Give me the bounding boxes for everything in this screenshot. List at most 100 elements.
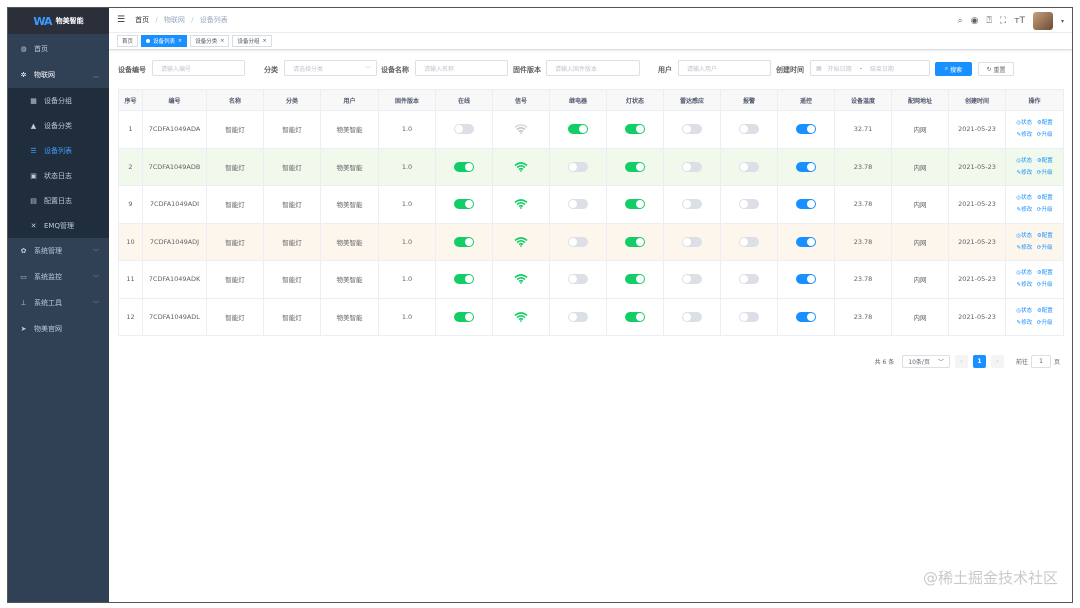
light-switch[interactable]	[625, 236, 645, 247]
breadcrumb-home[interactable]: 首页	[135, 16, 150, 24]
logo[interactable]: WA 物美智能	[8, 8, 109, 34]
font-size-icon[interactable]: ᴛT	[1014, 16, 1025, 26]
alarm-switch[interactable]	[739, 161, 759, 172]
relay-switch[interactable]	[568, 236, 588, 247]
sidebar-item-website[interactable]: ➤ 物美官网	[8, 316, 109, 342]
relay-switch[interactable]	[568, 161, 588, 172]
config-link[interactable]: ⚙配置	[1037, 195, 1053, 201]
github-icon[interactable]: ◉	[970, 16, 979, 26]
relay-switch[interactable]	[568, 124, 588, 135]
radar-switch[interactable]	[682, 311, 702, 322]
close-icon[interactable]: ×	[178, 38, 183, 44]
remote-switch[interactable]	[796, 199, 816, 210]
online-switch[interactable]	[454, 161, 474, 172]
remote-switch[interactable]	[796, 311, 816, 322]
status-link[interactable]: ◎状态	[1016, 308, 1032, 314]
reset-button[interactable]: ↻ 重置	[978, 62, 1014, 76]
upgrade-link[interactable]: ⟳升级	[1037, 170, 1053, 176]
remote-switch[interactable]	[796, 236, 816, 247]
sidebar-item-home[interactable]: ◍ 首页	[8, 36, 109, 62]
light-switch[interactable]	[625, 161, 645, 172]
relay-switch[interactable]	[568, 311, 588, 322]
online-switch[interactable]	[454, 311, 474, 322]
edit-link[interactable]: ✎修改	[1017, 245, 1033, 251]
sidebar-item-emq[interactable]: ✕ EMQ管理	[8, 213, 109, 238]
search-button[interactable]: ⌕ 搜索	[935, 62, 972, 76]
remote-switch[interactable]	[796, 161, 816, 172]
config-link[interactable]: ⚙配置	[1037, 270, 1053, 276]
config-link[interactable]: ⚙配置	[1037, 308, 1053, 314]
sidebar-item-tools[interactable]: ⊥ 系统工具 ﹀	[8, 290, 109, 316]
relay-switch[interactable]	[568, 199, 588, 210]
sidebar-item-config-log[interactable]: ▤ 配置日志	[8, 188, 109, 213]
fullscreen-icon[interactable]: ⛶	[999, 16, 1007, 26]
sidebar-item-system[interactable]: ✿ 系统管理 ﹀	[8, 238, 109, 264]
edit-link[interactable]: ✎修改	[1017, 282, 1033, 288]
goto-page-input[interactable]: 1	[1030, 354, 1051, 368]
tag-device-group[interactable]: 设备分组 ×	[232, 35, 272, 47]
remote-switch[interactable]	[796, 274, 816, 285]
edit-link[interactable]: ✎修改	[1017, 132, 1033, 138]
date-range-picker[interactable]: ▦ 开始日期 - 结束日期	[810, 60, 930, 76]
chevron-down-icon[interactable]: ▾	[1060, 17, 1064, 25]
tag-device-category[interactable]: 设备分类 ×	[190, 35, 230, 47]
page-size-select[interactable]: 10条/页 ﹀	[902, 354, 950, 368]
light-switch[interactable]	[625, 199, 645, 210]
light-switch[interactable]	[625, 274, 645, 285]
sidebar-item-device-group[interactable]: ▦ 设备分组	[8, 88, 109, 113]
device-no-input[interactable]: 请输入编号	[152, 60, 245, 76]
menu-toggle-icon[interactable]: ☰	[117, 15, 126, 25]
status-link[interactable]: ◎状态	[1016, 120, 1032, 126]
page-number[interactable]: 1	[972, 354, 986, 368]
avatar[interactable]	[1032, 12, 1053, 30]
user-input[interactable]: 请输入用户	[678, 60, 771, 76]
alarm-switch[interactable]	[739, 311, 759, 322]
online-switch[interactable]	[454, 274, 474, 285]
status-link[interactable]: ◎状态	[1016, 195, 1032, 201]
alarm-switch[interactable]	[739, 124, 759, 135]
sidebar-item-status-log[interactable]: ▣ 状态日志	[8, 163, 109, 188]
online-switch[interactable]	[454, 236, 474, 247]
prev-page-button[interactable]: ‹	[954, 354, 968, 368]
sidebar-item-device-list[interactable]: ☰ 设备列表	[8, 138, 109, 163]
tag-device-list[interactable]: 设备列表 ×	[141, 35, 188, 47]
alarm-switch[interactable]	[739, 199, 759, 210]
status-link[interactable]: ◎状态	[1016, 158, 1032, 164]
upgrade-link[interactable]: ⟳升级	[1037, 320, 1053, 326]
sidebar-item-iot[interactable]: ✲ 物联网 ︿	[8, 62, 109, 88]
edit-link[interactable]: ✎修改	[1017, 207, 1033, 213]
help-icon[interactable]: ⍰	[986, 16, 992, 26]
config-link[interactable]: ⚙配置	[1037, 158, 1053, 164]
next-page-button[interactable]: ›	[990, 354, 1004, 368]
upgrade-link[interactable]: ⟳升级	[1037, 207, 1053, 213]
alarm-switch[interactable]	[739, 236, 759, 247]
alarm-switch[interactable]	[739, 274, 759, 285]
radar-switch[interactable]	[682, 236, 702, 247]
category-select[interactable]: 请选择分类 ﹀	[284, 60, 377, 76]
upgrade-link[interactable]: ⟳升级	[1037, 282, 1053, 288]
radar-switch[interactable]	[682, 124, 702, 135]
status-link[interactable]: ◎状态	[1016, 233, 1032, 239]
radar-switch[interactable]	[682, 274, 702, 285]
light-switch[interactable]	[625, 124, 645, 135]
sidebar-item-device-category[interactable]: ▲ 设备分类	[8, 113, 109, 138]
close-icon[interactable]: ×	[262, 38, 267, 44]
status-link[interactable]: ◎状态	[1016, 270, 1032, 276]
device-name-input[interactable]: 请输入名称	[415, 60, 508, 76]
radar-switch[interactable]	[682, 161, 702, 172]
light-switch[interactable]	[625, 311, 645, 322]
remote-switch[interactable]	[796, 124, 816, 135]
config-link[interactable]: ⚙配置	[1037, 233, 1053, 239]
upgrade-link[interactable]: ⟳升级	[1037, 245, 1053, 251]
online-switch[interactable]	[454, 199, 474, 210]
breadcrumb-iot[interactable]: 物联网	[163, 16, 185, 24]
config-link[interactable]: ⚙配置	[1037, 120, 1053, 126]
radar-switch[interactable]	[682, 199, 702, 210]
edit-link[interactable]: ✎修改	[1017, 320, 1033, 326]
edit-link[interactable]: ✎修改	[1017, 170, 1033, 176]
sidebar-item-monitor[interactable]: ▭ 系统监控 ﹀	[8, 264, 109, 290]
close-icon[interactable]: ×	[220, 38, 225, 44]
tag-home[interactable]: 首页	[117, 35, 139, 47]
relay-switch[interactable]	[568, 274, 588, 285]
upgrade-link[interactable]: ⟳升级	[1037, 132, 1053, 138]
